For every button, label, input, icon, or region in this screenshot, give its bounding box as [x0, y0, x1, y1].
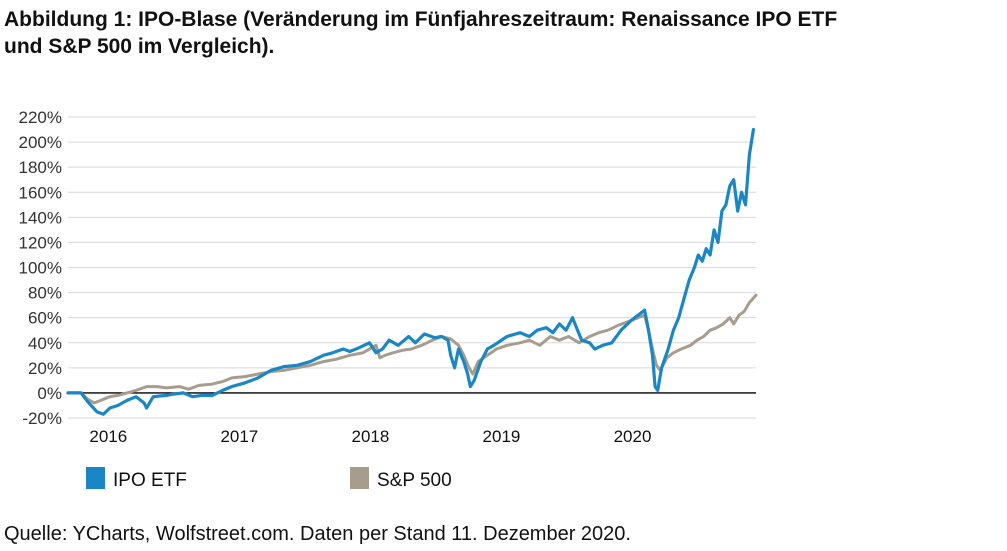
series-lines — [66, 127, 758, 416]
legend: IPO ETF S&P 500 — [86, 467, 452, 491]
y-tick-label: -20% — [22, 409, 62, 428]
x-tick-label: 2019 — [483, 427, 521, 446]
y-tick-label: 80% — [28, 284, 62, 303]
y-axis-tick-labels: 220% 200% 180% 160% 140% 120% 100% 80% 60% 40% 20%… — [19, 108, 62, 428]
line-chart: 220% 200% 180% 160% 140% 120% 100% 80% 60% 40% 20%… — [19, 108, 758, 491]
x-tick-label: 2018 — [351, 427, 389, 446]
x-tick-label: 2017 — [220, 427, 258, 446]
y-tick-label: 160% — [19, 183, 62, 202]
y-tick-label: 40% — [28, 334, 62, 353]
y-tick-label: 200% — [19, 133, 62, 152]
y-tick-label: 220% — [19, 108, 62, 127]
chart-title-line-2: und S&P 500 im Vergleich). — [4, 35, 275, 58]
y-tick-label: 120% — [19, 233, 62, 252]
y-tick-label: 100% — [19, 259, 62, 278]
series-line-sp500 — [66, 293, 758, 405]
chart-title: Abbildung 1: IPO-Blase (Veränderung im F… — [4, 6, 1004, 60]
y-tick-label: 60% — [28, 309, 62, 328]
y-tick-label: 180% — [19, 158, 62, 177]
x-axis-tick-labels: 2016 2017 2018 2019 2020 — [89, 427, 651, 446]
y-tick-label: 20% — [28, 359, 62, 378]
legend-label: S&P 500 — [377, 470, 452, 491]
chart-title-line-1: Abbildung 1: IPO-Blase (Veränderung im F… — [4, 8, 838, 31]
source-note: Quelle: YCharts, Wolfstreet.com. Daten p… — [4, 523, 631, 545]
legend-swatch — [86, 467, 105, 489]
x-tick-label: 2020 — [614, 427, 652, 446]
series-line-ipo-etf — [66, 127, 755, 416]
y-tick-label: 0% — [37, 384, 62, 403]
x-tick-label: 2016 — [89, 427, 127, 446]
legend-swatch — [350, 467, 369, 489]
legend-label: IPO ETF — [113, 470, 187, 491]
y-tick-label: 140% — [19, 208, 62, 227]
